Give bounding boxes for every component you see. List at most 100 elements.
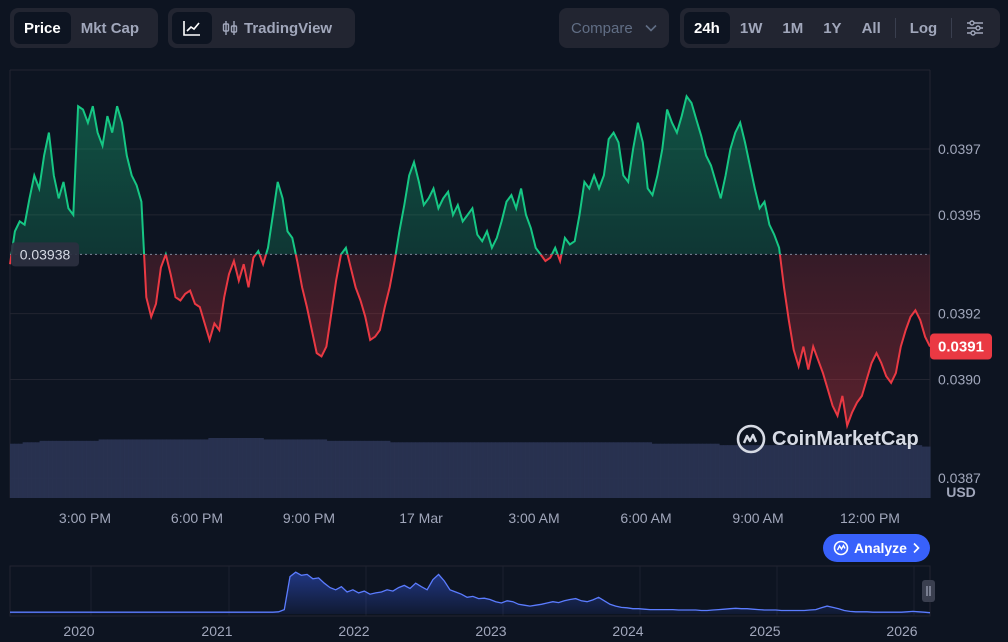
volume-bar — [583, 442, 589, 498]
volume-bar — [740, 445, 745, 498]
volume-bar — [377, 440, 382, 498]
volume-bar — [706, 443, 712, 498]
volume-bar — [668, 443, 674, 498]
navigator-line — [10, 571, 931, 614]
navigator-year-label: 2021 — [201, 623, 232, 639]
volume-bar — [440, 442, 446, 498]
volume-bar — [892, 445, 897, 498]
tab-mkt-cap[interactable]: Mkt Cap — [80, 19, 140, 37]
volume-bar — [410, 442, 416, 498]
volume-bar — [94, 440, 100, 498]
volume-bar — [56, 440, 62, 498]
volume-bar — [258, 438, 264, 498]
volume-bar — [659, 443, 665, 498]
volume-bar — [26, 442, 32, 498]
watermark-text: CoinMarketCap — [772, 427, 919, 450]
volume-bar — [769, 445, 775, 498]
volume-bar — [385, 440, 391, 498]
volume-bar — [613, 442, 619, 498]
open-price-label: 0.03938 — [11, 242, 79, 267]
volume-bar — [913, 445, 918, 498]
volume-bar — [664, 443, 669, 498]
range-navigator[interactable]: 2020 2021 2022 2023 2024 2025 2026 — [9, 565, 935, 639]
y-axis: 0.0397 0.0395 0.0392 0.0390 0.0387 — [938, 141, 981, 486]
volume-bar — [567, 442, 572, 498]
log-scale-button[interactable]: Log — [909, 19, 938, 37]
toolbar-divider — [951, 18, 953, 38]
volume-bar — [305, 439, 311, 498]
volume-bar — [170, 439, 176, 498]
volume-bars — [10, 438, 931, 498]
volume-bar — [43, 440, 49, 498]
volume-bar — [491, 442, 496, 498]
volume-bar — [136, 439, 142, 498]
volume-bar — [550, 442, 556, 498]
volume-bar — [849, 445, 855, 498]
volume-bar — [132, 439, 138, 498]
volume-bar — [368, 440, 374, 498]
volume-bar — [10, 443, 15, 498]
handle-grip-icon — [926, 586, 931, 596]
volume-bar — [313, 439, 319, 498]
tab-price[interactable]: Price — [14, 12, 71, 44]
volume-bar — [436, 442, 442, 498]
volume-bar — [735, 445, 741, 498]
analyze-button[interactable]: Analyze — [823, 534, 930, 562]
volume-bar — [778, 445, 783, 498]
compare-dropdown[interactable]: Compare — [559, 8, 669, 48]
volume-bar — [744, 445, 750, 498]
volume-bar — [60, 440, 66, 498]
range-1m[interactable]: 1M — [782, 19, 804, 37]
volume-bar — [145, 439, 150, 498]
range-all[interactable]: All — [861, 19, 881, 37]
svg-text:0.03938: 0.03938 — [20, 246, 71, 262]
volume-bar — [638, 442, 644, 498]
volume-bar — [921, 446, 927, 498]
volume-bar — [626, 442, 631, 498]
volume-bar — [824, 445, 830, 498]
volume-bar — [588, 442, 593, 498]
volume-bar — [710, 443, 716, 498]
volume-bar — [254, 438, 260, 498]
volume-bar — [537, 442, 543, 498]
volume-bar — [702, 443, 707, 498]
volume-bar — [816, 445, 821, 498]
price-area — [10, 96, 930, 426]
volume-bar — [381, 440, 387, 498]
chart-toolbar: Price Mkt Cap TradingView Compare — [10, 8, 1000, 48]
volume-bar — [596, 442, 602, 498]
volume-bar — [183, 439, 188, 498]
volume-bar — [229, 438, 235, 498]
line-chart-button[interactable] — [172, 12, 212, 44]
volume-bar — [250, 438, 256, 498]
range-1y[interactable]: 1Y — [823, 19, 842, 37]
volume-bar — [107, 439, 112, 498]
volume-bar — [854, 445, 859, 498]
volume-bar — [520, 442, 526, 498]
x-tick-label: 3:00 AM — [508, 510, 559, 526]
navigator-year-label: 2020 — [63, 623, 94, 639]
volume-bar — [221, 438, 226, 498]
volume-bar — [697, 443, 703, 498]
coinmarketcap-logo-icon — [736, 424, 766, 454]
volume-bar — [415, 442, 420, 498]
volume-bar — [689, 443, 695, 498]
chart-settings-button[interactable] — [956, 12, 994, 44]
x-tick-label: 3:00 PM — [59, 510, 111, 526]
volume-bar — [326, 440, 332, 498]
volume-bar — [643, 442, 648, 498]
volume-bar — [263, 439, 269, 498]
volume-bar — [419, 442, 425, 498]
range-1w[interactable]: 1W — [739, 19, 763, 37]
tradingview-button[interactable]: TradingView — [212, 12, 342, 44]
tradingview-label: TradingView — [244, 19, 333, 37]
range-24h[interactable]: 24h — [684, 12, 730, 44]
volume-bar — [507, 442, 513, 498]
navigator-handle[interactable] — [922, 580, 935, 602]
svg-text:0.0391: 0.0391 — [938, 339, 984, 356]
volume-bar — [727, 445, 733, 498]
volume-bar — [647, 442, 653, 498]
volume-bar — [748, 445, 754, 498]
volume-bar — [925, 446, 931, 498]
